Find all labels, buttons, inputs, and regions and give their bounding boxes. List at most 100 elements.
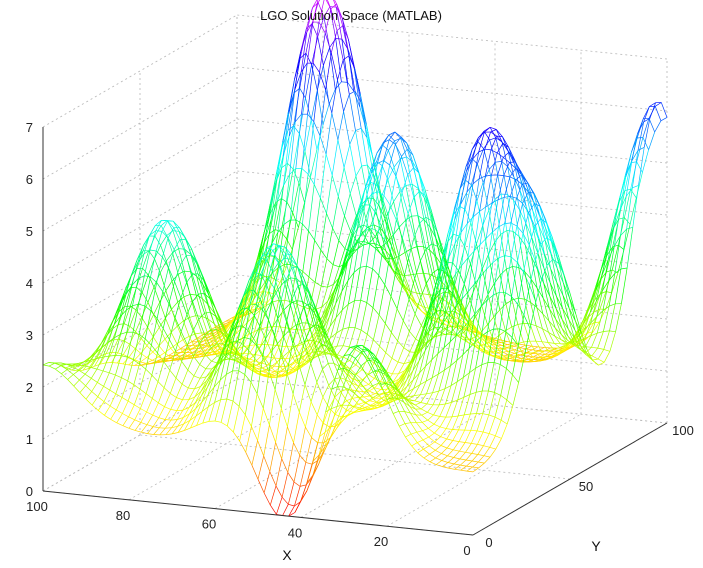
mesh-segment xyxy=(504,356,511,361)
mesh-segment xyxy=(447,455,454,458)
mesh-segment xyxy=(383,402,390,406)
mesh-segment xyxy=(361,350,368,353)
y-tick-label: 50 xyxy=(579,479,593,494)
mesh-segment xyxy=(307,340,314,353)
mesh-segment xyxy=(356,380,364,387)
mesh-segment xyxy=(389,205,397,221)
mesh-segment xyxy=(485,345,492,352)
mesh-segment xyxy=(163,387,171,394)
mesh-segment xyxy=(83,358,90,366)
mesh-segment xyxy=(431,273,439,296)
mesh-segment xyxy=(492,257,500,296)
mesh-segment xyxy=(484,337,491,345)
mesh-segment xyxy=(269,389,276,426)
mesh-segment xyxy=(255,257,262,267)
mesh-segment xyxy=(483,335,490,340)
mesh-segment xyxy=(390,392,397,399)
mesh-segment xyxy=(209,298,216,309)
mesh-segment xyxy=(475,316,482,332)
mesh-segment xyxy=(274,198,282,230)
mesh-segment xyxy=(167,227,175,239)
mesh-segment xyxy=(291,345,299,358)
mesh-segment xyxy=(351,242,358,249)
mesh-segment xyxy=(375,184,383,197)
mesh-segment xyxy=(372,172,380,189)
mesh-segment xyxy=(244,304,251,338)
mesh-segment xyxy=(359,230,367,238)
mesh-segment xyxy=(488,169,496,200)
mesh-segment xyxy=(279,326,286,329)
mesh-segment xyxy=(158,356,165,361)
mesh-segment xyxy=(109,374,116,391)
mesh-segment xyxy=(449,277,456,289)
mesh-segment xyxy=(225,320,232,324)
mesh-segment xyxy=(590,332,598,337)
mesh-segment xyxy=(373,354,380,364)
mesh-segment xyxy=(281,163,288,168)
mesh-segment xyxy=(441,453,448,457)
mesh-segment xyxy=(361,164,368,167)
mesh-segment xyxy=(267,256,275,279)
mesh-segment xyxy=(224,344,231,352)
mesh-segment xyxy=(313,326,321,343)
mesh-segment xyxy=(495,342,503,346)
mesh-segment xyxy=(366,307,374,335)
mesh-segment xyxy=(618,190,626,220)
mesh-segment xyxy=(304,344,312,356)
mesh-segment xyxy=(378,205,386,219)
mesh-segment xyxy=(157,328,164,354)
mesh-segment xyxy=(355,130,362,167)
mesh-segment xyxy=(586,349,594,361)
mesh-segment xyxy=(478,462,485,469)
mesh-segment xyxy=(205,360,212,370)
mesh-segment xyxy=(569,298,576,321)
mesh-segment xyxy=(254,257,262,273)
mesh-segment xyxy=(122,425,130,429)
mesh-segment xyxy=(121,357,128,378)
mesh-segment xyxy=(427,414,434,421)
mesh-segment xyxy=(490,149,498,154)
mesh-segment xyxy=(114,333,121,339)
mesh-segment xyxy=(549,308,556,319)
mesh-segment xyxy=(516,203,523,227)
mesh-segment xyxy=(543,283,550,309)
mesh-segment xyxy=(461,326,468,331)
mesh-segment xyxy=(449,274,456,314)
mesh-segment xyxy=(155,220,162,226)
mesh-segment xyxy=(414,297,422,315)
mesh-segment xyxy=(189,415,197,421)
mesh-segment xyxy=(438,370,445,392)
mesh-segment xyxy=(425,217,433,244)
mesh-segment xyxy=(320,154,327,199)
mesh-segment xyxy=(292,342,300,365)
mesh-segment xyxy=(316,349,323,370)
mesh-segment xyxy=(304,151,312,177)
mesh-segment xyxy=(447,457,454,463)
mesh-segment xyxy=(423,445,430,450)
mesh-segment xyxy=(523,285,530,316)
mesh-segment xyxy=(523,340,530,343)
mesh-segment xyxy=(428,337,435,342)
mesh-segment xyxy=(238,337,245,341)
mesh-segment xyxy=(404,275,411,292)
mesh-segment xyxy=(478,132,485,153)
mesh-segment xyxy=(240,362,247,367)
mesh-segment xyxy=(165,427,172,429)
mesh-segment xyxy=(549,283,557,309)
mesh-segment xyxy=(174,297,182,318)
mesh-segment xyxy=(195,294,203,317)
mesh-segment xyxy=(317,16,325,38)
mesh-segment xyxy=(280,231,287,240)
mesh-segment xyxy=(595,275,603,302)
mesh-segment xyxy=(158,338,166,347)
mesh-segment xyxy=(389,175,397,206)
mesh-segment xyxy=(269,485,277,506)
mesh-segment xyxy=(436,295,444,309)
mesh-segment xyxy=(323,6,331,18)
mesh-segment xyxy=(137,253,145,263)
mesh-segment xyxy=(134,359,141,363)
mesh-segment xyxy=(169,369,177,379)
mesh-segment xyxy=(502,142,509,148)
mesh-segment xyxy=(655,102,662,107)
mesh-segment xyxy=(316,65,324,91)
